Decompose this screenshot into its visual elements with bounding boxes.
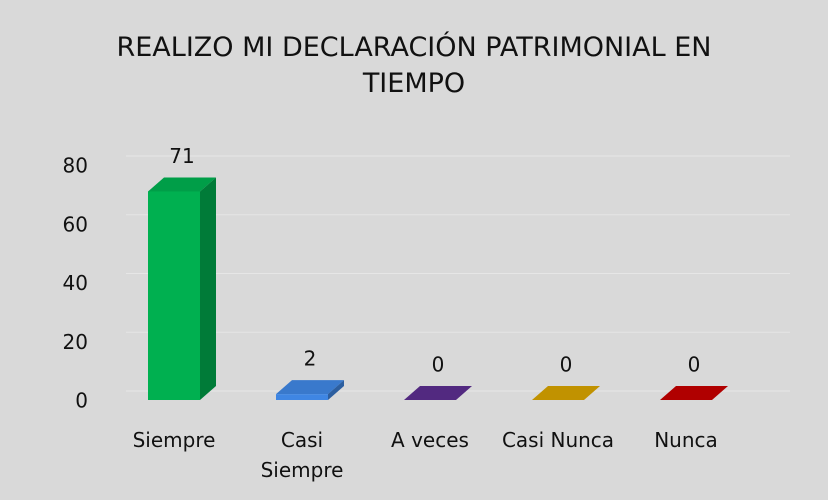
bar	[532, 386, 600, 400]
bar-top	[404, 386, 472, 400]
bar-side	[328, 380, 344, 400]
bar	[148, 177, 216, 400]
value-label: 0	[560, 353, 573, 377]
bar-top	[148, 177, 216, 192]
chart-title: REALIZO MI DECLARACIÓN PATRIMONIAL EN TI…	[116, 32, 712, 99]
bar-top	[532, 386, 600, 400]
bar-front	[276, 394, 328, 400]
value-label: 71	[169, 144, 194, 168]
x-tick-label: Casi Nunca	[501, 428, 615, 452]
bar	[404, 386, 472, 400]
x-tick-label: Siempre	[132, 428, 216, 452]
bar	[660, 386, 728, 400]
bar	[276, 380, 344, 400]
value-label: 0	[432, 353, 445, 377]
x-tick-label: Casi Siempre	[260, 428, 344, 482]
y-tick-label: 20	[63, 330, 88, 354]
bar-side	[200, 177, 216, 400]
value-label: 0	[688, 353, 701, 377]
y-tick-label: 60	[63, 212, 88, 236]
bar-top	[276, 380, 344, 395]
value-label: 2	[304, 347, 317, 371]
y-tick-label: 80	[63, 154, 88, 178]
x-tick-label: Nunca	[654, 428, 718, 452]
y-tick-label: 40	[63, 271, 88, 295]
x-tick-label: A veces	[391, 428, 469, 452]
bar-top	[660, 386, 728, 400]
bar-front	[148, 191, 200, 400]
y-tick-label: 0	[75, 389, 88, 413]
